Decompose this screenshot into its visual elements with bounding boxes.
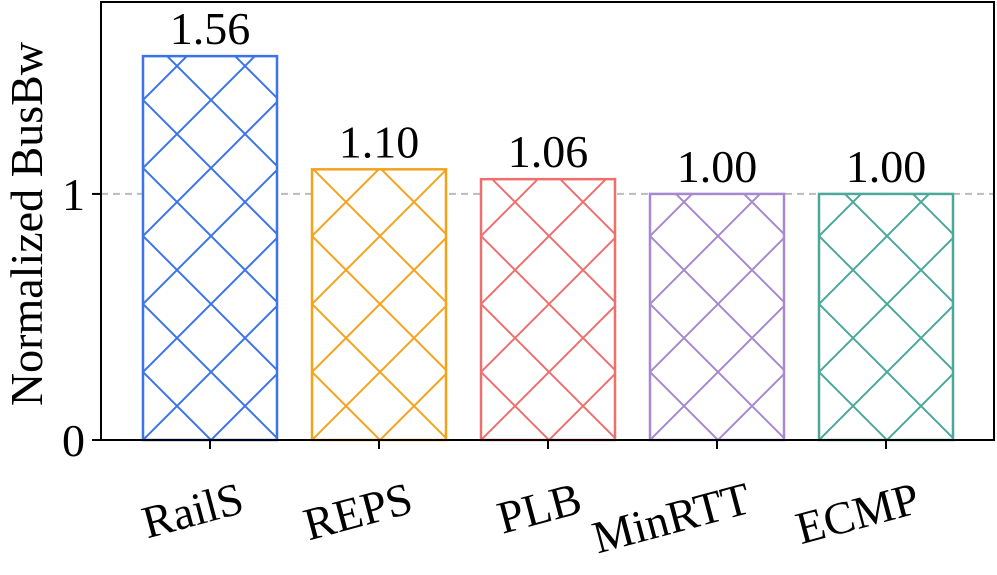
x-tick-label: RailS bbox=[137, 472, 249, 548]
value-label: 1.06 bbox=[508, 126, 589, 177]
value-label: 1.10 bbox=[339, 116, 420, 167]
plot-frame bbox=[100, 1, 995, 441]
value-label: 1.56 bbox=[170, 3, 251, 54]
x-tick-label: ECMP bbox=[790, 472, 924, 554]
bar-ecmp bbox=[817, 192, 955, 442]
y-axis-label: Normalized BusBw bbox=[1, 41, 52, 406]
value-label: 1.00 bbox=[677, 141, 758, 192]
y-tick-label: 1 bbox=[62, 169, 85, 220]
bar-reps bbox=[310, 168, 448, 442]
x-tick-label: REPS bbox=[298, 472, 417, 550]
bar-plb bbox=[479, 177, 617, 442]
x-tick-label: PLB bbox=[492, 472, 587, 543]
bars-layer bbox=[141, 54, 955, 442]
bar-minrtt bbox=[648, 192, 786, 442]
x-tick-label: MinRTT bbox=[587, 472, 756, 563]
bar-rails bbox=[141, 54, 279, 442]
y-tick-label: 0 bbox=[62, 415, 85, 466]
value-labels-layer: 1.56 1.10 1.06 1.00 1.00 bbox=[170, 3, 927, 192]
value-label: 1.00 bbox=[846, 141, 927, 192]
